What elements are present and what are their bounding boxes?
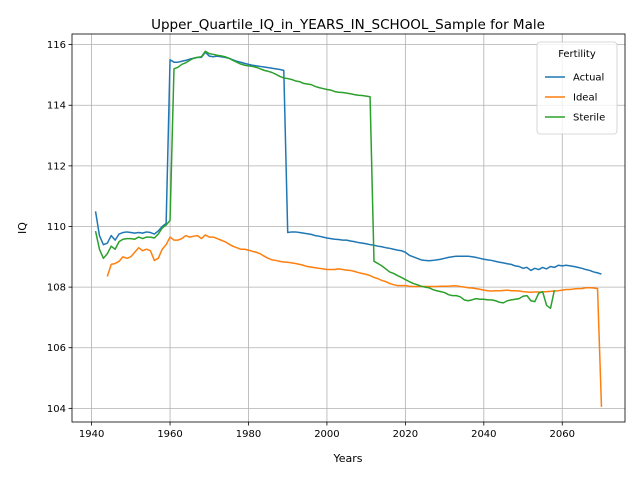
y-tick-label: 114 bbox=[47, 101, 66, 112]
y-tick-label: 110 bbox=[47, 222, 66, 233]
plot-frame bbox=[71, 33, 626, 423]
legend-title: Fertility bbox=[558, 49, 596, 60]
x-tick-label: 2060 bbox=[550, 429, 575, 440]
grid bbox=[72, 34, 625, 422]
y-tick-label: 116 bbox=[47, 40, 66, 51]
series-line-sterile bbox=[94, 50, 556, 310]
x-tick-label: 2040 bbox=[471, 429, 496, 440]
x-tick-label: 1940 bbox=[79, 429, 104, 440]
legend-label-sterile: Sterile bbox=[573, 113, 605, 124]
y-tick-label: 112 bbox=[47, 161, 66, 172]
x-tick-label: 2000 bbox=[314, 429, 339, 440]
x-tick-label: 1980 bbox=[236, 429, 261, 440]
x-axis-label: Years bbox=[332, 452, 362, 465]
y-tick-label: 104 bbox=[47, 404, 66, 415]
series-line-ideal bbox=[106, 234, 603, 407]
legend: Fertility Actual Ideal Sterile bbox=[536, 41, 618, 135]
x-tick-label: 1960 bbox=[157, 429, 182, 440]
legend-box bbox=[536, 41, 618, 135]
y-axis-label: IQ bbox=[16, 222, 29, 234]
axis-ticks: 1940 1960 1980 2000 2020 2040 2060 104 106 108 110… bbox=[47, 40, 575, 440]
legend-label-ideal: Ideal bbox=[573, 93, 597, 104]
legend-label-actual: Actual bbox=[573, 73, 604, 84]
x-tick-label: 2020 bbox=[393, 429, 418, 440]
y-tick-label: 106 bbox=[47, 343, 66, 354]
series-lines bbox=[94, 50, 603, 407]
plot-area bbox=[72, 34, 625, 422]
chart-title: Upper_Quartile_IQ_in_YEARS_IN_SCHOOL_Sam… bbox=[151, 17, 545, 33]
series-line-actual bbox=[94, 51, 602, 275]
y-tick-label: 108 bbox=[47, 283, 66, 294]
